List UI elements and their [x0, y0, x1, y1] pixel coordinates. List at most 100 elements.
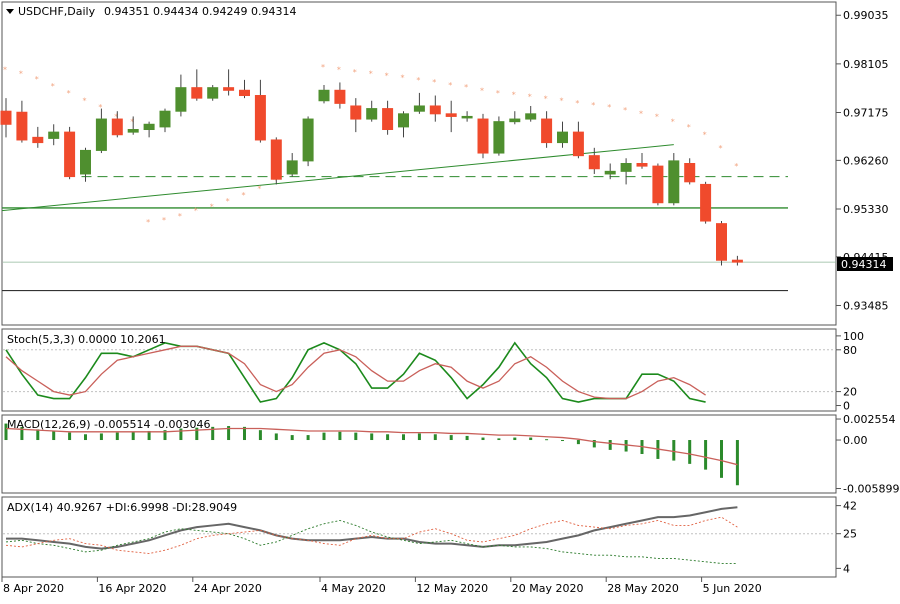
macd-pane-frame [1, 414, 837, 494]
macd-tick-label: -0.005899 [843, 483, 899, 496]
candle [64, 126, 76, 180]
candle-body [684, 163, 696, 183]
sar-point: * [273, 176, 277, 185]
macd-histogram-bar [449, 435, 453, 441]
macd-histogram-bar [306, 435, 310, 441]
candle-body [334, 89, 346, 104]
sar-point: * [591, 101, 595, 110]
sar-point: * [353, 68, 357, 77]
candle-body [620, 163, 632, 172]
sar-point: * [385, 72, 389, 81]
macd-histogram-bar [258, 430, 262, 441]
sar-point: * [575, 99, 579, 108]
candle [32, 126, 44, 148]
candle-body [461, 115, 473, 119]
macd-histogram-bar [608, 440, 612, 450]
macd-tick-label: 0.00 [843, 434, 868, 447]
candle-body [80, 149, 91, 175]
candle-body [175, 87, 187, 112]
candle-body [16, 111, 28, 141]
candle [302, 116, 314, 167]
candle [429, 95, 441, 122]
candle [80, 147, 91, 182]
sar-point: * [480, 86, 484, 95]
candle-body [445, 113, 457, 117]
candle-body [127, 129, 139, 133]
candle [159, 108, 171, 133]
macd-histogram-bar [274, 433, 278, 441]
sar-point: * [98, 103, 102, 112]
candle-body [525, 113, 537, 120]
sar-point: * [448, 81, 452, 90]
sar-point: * [178, 212, 182, 221]
sar-point: * [114, 112, 118, 121]
macd-histogram-bar [243, 426, 246, 441]
candle-body [64, 131, 76, 178]
candle-body [111, 118, 123, 136]
macd-histogram-bar [513, 437, 517, 441]
sar-point: * [560, 97, 564, 106]
macd-pane [4, 423, 739, 486]
last-price-tag [837, 257, 893, 271]
macd-histogram-bar [338, 431, 342, 441]
candle-body [32, 136, 44, 144]
adx-main-line [6, 506, 738, 550]
macd-histogram-bar [465, 435, 469, 441]
sar-point: * [719, 144, 723, 153]
candle [382, 100, 394, 135]
candle [668, 153, 680, 206]
candle [286, 153, 298, 177]
candle [0, 98, 12, 138]
candle [191, 69, 203, 101]
macd-histogram-bar [4, 423, 8, 441]
macd-histogram-bar [354, 432, 358, 441]
macd-histogram-bar [179, 428, 183, 441]
macd-histogram-bar [386, 434, 390, 441]
candle-body [191, 87, 203, 99]
macd-histogram-bar [624, 440, 628, 452]
candle-body [398, 113, 409, 128]
symbol-menu-triangle-icon[interactable] [6, 9, 14, 14]
candle-body [207, 87, 219, 99]
date-tick-label: 24 Apr 2020 [194, 582, 262, 595]
candle [445, 100, 457, 133]
sar-point: * [51, 82, 55, 91]
candle [461, 111, 473, 122]
sar-point: * [528, 93, 532, 102]
sar-point: * [162, 216, 166, 225]
candle-body [159, 110, 171, 128]
candle [620, 158, 632, 185]
adx-header: ADX(14) 40.9267 +DI:6.9998 -DI:28.9049 [7, 501, 237, 514]
price-tick-label: 0.93485 [843, 299, 889, 312]
candle [366, 100, 378, 122]
macd-histogram-bar [370, 433, 374, 441]
price-pane: * * * * * * * * * * * * * * * * * * * * * * * * * * * * * * * * * * * * * * * *… [0, 63, 836, 292]
stoch-pane [3, 341, 836, 403]
macd-histogram-bar [52, 430, 56, 441]
trendline-solid[interactable] [1, 144, 674, 212]
candle [700, 181, 712, 224]
candle [318, 85, 330, 104]
macd-histogram-bar [545, 439, 549, 441]
macd-histogram-bar [529, 437, 533, 441]
candle [207, 85, 219, 101]
date-tick-label: 8 Apr 2020 [3, 582, 64, 595]
stoch-tick-label: 0 [843, 400, 850, 413]
macd-histogram-bar [290, 435, 294, 441]
macd-histogram-bar [131, 431, 135, 441]
macd-histogram-bar [227, 426, 231, 441]
candle [604, 163, 616, 180]
macd-histogram-bar [322, 432, 326, 441]
stoch-tick-label: 80 [843, 344, 857, 357]
ohlc-values: 0.94351 0.94434 0.94249 0.94314 [104, 5, 296, 18]
candle [223, 69, 235, 96]
price-tick-label: 0.95330 [843, 203, 889, 216]
sar-point: * [512, 90, 516, 99]
candle [525, 105, 537, 122]
sar-point: * [734, 162, 738, 171]
sar-point: * [639, 109, 643, 118]
candle-body [493, 121, 505, 154]
adx-pane [3, 506, 836, 564]
